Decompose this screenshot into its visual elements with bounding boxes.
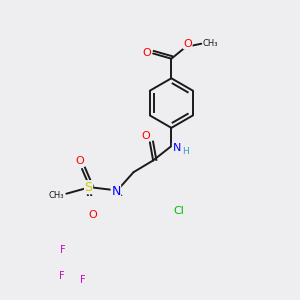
Text: N: N bbox=[172, 143, 181, 153]
Text: CH₃: CH₃ bbox=[203, 39, 218, 48]
Text: F: F bbox=[59, 271, 65, 281]
Text: CH₃: CH₃ bbox=[48, 191, 64, 200]
Text: O: O bbox=[89, 210, 98, 220]
Text: F: F bbox=[80, 275, 86, 285]
Text: Cl: Cl bbox=[173, 206, 184, 216]
Text: S: S bbox=[85, 181, 92, 194]
Text: O: O bbox=[142, 131, 150, 141]
Text: N: N bbox=[111, 185, 121, 198]
Text: O: O bbox=[75, 156, 84, 166]
Text: F: F bbox=[60, 245, 66, 256]
Text: O: O bbox=[142, 49, 151, 58]
Text: H: H bbox=[182, 147, 189, 156]
Text: O: O bbox=[183, 39, 192, 49]
